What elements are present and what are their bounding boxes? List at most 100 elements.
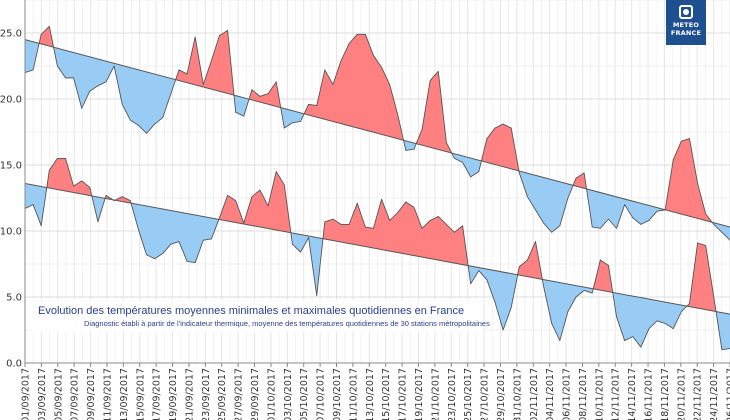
data-point bbox=[40, 225, 42, 227]
logo-line-2: FRANCE bbox=[670, 29, 702, 37]
data-point bbox=[48, 26, 50, 27]
data-point bbox=[543, 222, 545, 224]
data-point bbox=[608, 218, 609, 220]
x-tick-label: 17/09/2017 bbox=[152, 368, 163, 420]
data-point bbox=[308, 237, 310, 239]
data-point bbox=[138, 125, 139, 126]
x-tick-label: 15/10/2017 bbox=[381, 368, 392, 420]
data-point bbox=[454, 231, 455, 233]
y-tick-label: 0.0 bbox=[6, 359, 22, 370]
data-point bbox=[599, 259, 601, 261]
data-point bbox=[48, 169, 50, 171]
data-point bbox=[340, 60, 342, 62]
data-point bbox=[616, 316, 617, 318]
data-point bbox=[227, 29, 228, 31]
data-point bbox=[705, 245, 707, 246]
data-point bbox=[40, 33, 42, 35]
data-point bbox=[640, 346, 642, 348]
data-point bbox=[65, 158, 66, 159]
x-tick-label: 21/10/2017 bbox=[430, 368, 441, 420]
data-point bbox=[478, 270, 480, 271]
data-point bbox=[437, 70, 439, 72]
data-point bbox=[583, 172, 585, 174]
data-point bbox=[267, 93, 269, 95]
data-point bbox=[672, 159, 674, 161]
legend-box bbox=[32, 300, 482, 332]
data-point bbox=[624, 204, 626, 206]
data-point bbox=[445, 224, 447, 225]
data-point bbox=[227, 194, 228, 196]
data-point bbox=[340, 224, 342, 225]
data-point bbox=[680, 140, 682, 142]
data-point bbox=[429, 220, 431, 221]
data-point bbox=[300, 121, 301, 122]
data-point bbox=[154, 258, 156, 260]
data-point bbox=[332, 84, 334, 85]
x-tick-label: 05/10/2017 bbox=[299, 368, 310, 420]
data-point bbox=[591, 226, 593, 228]
data-point bbox=[502, 329, 504, 331]
data-point bbox=[373, 227, 374, 229]
chart-title: Evolution des températures moyennes mini… bbox=[38, 305, 464, 317]
data-point bbox=[535, 241, 536, 242]
data-point bbox=[721, 231, 723, 233]
y-tick-label: 5.0 bbox=[6, 293, 22, 304]
data-point bbox=[170, 243, 172, 245]
y-tick-label: 20.0 bbox=[0, 95, 22, 106]
x-tick-label: 05/09/2017 bbox=[53, 368, 64, 420]
data-point bbox=[324, 221, 326, 223]
data-point bbox=[267, 205, 269, 207]
data-point bbox=[243, 222, 245, 224]
data-point bbox=[462, 225, 463, 227]
data-point bbox=[413, 206, 415, 208]
data-point bbox=[518, 266, 520, 268]
x-tick-label: 10/11/2017 bbox=[594, 368, 605, 420]
data-point bbox=[65, 77, 66, 79]
data-point bbox=[292, 243, 293, 245]
data-point bbox=[575, 177, 577, 179]
data-point bbox=[356, 33, 358, 35]
data-point bbox=[502, 123, 504, 125]
data-point bbox=[462, 161, 463, 163]
data-point bbox=[178, 241, 180, 242]
data-point bbox=[713, 296, 715, 298]
data-point bbox=[194, 262, 196, 264]
y-tick-label: 25.0 bbox=[0, 29, 22, 40]
data-point bbox=[292, 122, 293, 124]
meteo-france-logo: METEO FRANCE bbox=[666, 0, 706, 45]
x-tick-label: 16/11/2017 bbox=[644, 368, 655, 420]
data-point bbox=[170, 93, 172, 95]
x-tick-label: 17/10/2017 bbox=[398, 368, 409, 420]
data-point bbox=[332, 218, 334, 220]
data-point bbox=[632, 217, 634, 219]
x-tick-label: 09/10/2017 bbox=[332, 368, 343, 420]
data-point bbox=[494, 301, 496, 303]
data-point bbox=[129, 200, 131, 202]
data-point bbox=[235, 200, 237, 202]
data-point bbox=[486, 138, 488, 140]
data-point bbox=[397, 114, 399, 116]
data-point bbox=[89, 187, 91, 188]
x-tick-label: 02/11/2017 bbox=[529, 368, 540, 420]
x-tick-label: 08/11/2017 bbox=[578, 368, 589, 420]
data-point bbox=[648, 220, 650, 221]
data-point bbox=[381, 66, 382, 68]
data-point bbox=[348, 224, 350, 225]
x-tick-label: 25/10/2017 bbox=[463, 368, 474, 420]
x-tick-label: 18/11/2017 bbox=[660, 368, 671, 420]
data-point bbox=[243, 115, 245, 117]
data-point bbox=[583, 290, 585, 291]
data-point bbox=[389, 220, 391, 221]
data-point bbox=[567, 311, 569, 312]
data-point bbox=[381, 198, 382, 200]
data-point bbox=[113, 200, 115, 202]
data-point bbox=[32, 69, 34, 71]
y-tick-label: 15.0 bbox=[0, 161, 22, 172]
x-tick-label: 14/11/2017 bbox=[627, 368, 638, 420]
data-point bbox=[89, 90, 91, 92]
x-tick-label: 09/09/2017 bbox=[86, 368, 97, 420]
x-tick-label: 31/10/2017 bbox=[512, 368, 523, 420]
data-point bbox=[689, 138, 690, 140]
x-tick-label: 13/09/2017 bbox=[119, 368, 130, 420]
data-point bbox=[405, 150, 407, 151]
